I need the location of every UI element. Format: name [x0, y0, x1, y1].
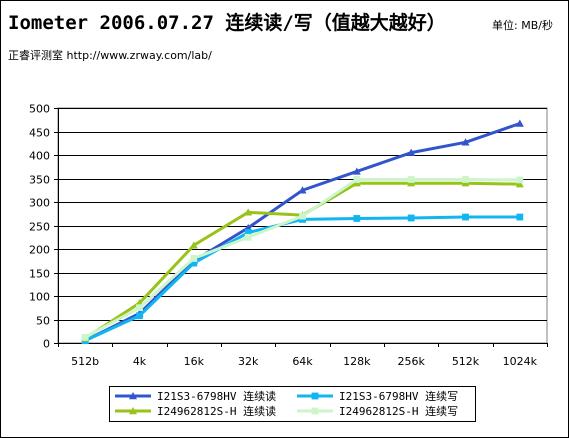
- x-tick-label: 128k: [343, 355, 371, 368]
- x-tick-label: 32k: [238, 355, 259, 368]
- data-point: [462, 176, 469, 183]
- x-tick-label: 16k: [184, 355, 205, 368]
- legend-marker: [311, 392, 319, 400]
- legend-label: I21S3-6798HV 连续写: [339, 389, 458, 403]
- data-point: [244, 229, 252, 236]
- legend-marker: [311, 407, 319, 415]
- y-tick-label: 200: [29, 244, 50, 257]
- data-point: [244, 208, 253, 216]
- y-tick-label: 50: [36, 315, 50, 328]
- data-point: [190, 259, 198, 267]
- data-point: [461, 138, 470, 146]
- y-tick-label: 250: [29, 221, 50, 234]
- data-point: [136, 304, 143, 312]
- x-tick-label: 1024k: [503, 355, 538, 368]
- y-tick-label: 150: [29, 268, 50, 281]
- legend-label: I24962812S-H 连续读: [157, 404, 276, 418]
- data-point: [81, 333, 89, 341]
- x-tick-label: 256k: [397, 355, 425, 368]
- data-point: [189, 241, 198, 249]
- data-point: [298, 186, 307, 194]
- legend-label: I24962812S-H 连续写: [339, 404, 458, 418]
- chart-title: Iometer 2006.07.27 连续读/写（值越大越好）: [8, 12, 446, 34]
- legend-label: I21S3-6798HV 连续读: [157, 389, 276, 403]
- y-tick-label: 300: [29, 197, 50, 210]
- data-point: [190, 255, 198, 262]
- y-tick-label: 450: [29, 127, 50, 140]
- data-point: [352, 167, 361, 175]
- x-tick-label: 512b: [71, 355, 99, 368]
- data-point: [407, 148, 416, 156]
- unit-label: 单位: MB/秒: [492, 19, 553, 32]
- data-point: [516, 176, 524, 184]
- legend-marker: [129, 392, 137, 400]
- y-tick-label: 100: [29, 291, 50, 304]
- data-point: [515, 180, 524, 188]
- y-tick-label: 500: [29, 103, 50, 116]
- legend-box: [109, 386, 476, 422]
- source-label: 正睿评测室 http://www.zrway.com/lab/: [8, 49, 212, 62]
- data-point: [407, 214, 415, 222]
- data-point: [516, 213, 524, 221]
- data-point: [353, 215, 361, 222]
- y-tick-label: 0: [43, 338, 50, 351]
- x-tick-label: 64k: [292, 355, 313, 368]
- legend-marker: [129, 407, 137, 415]
- data-point: [244, 233, 252, 241]
- data-point: [515, 119, 524, 127]
- x-tick-label: 512k: [452, 355, 480, 368]
- data-point: [407, 176, 415, 183]
- x-tick-label: 4k: [133, 355, 147, 368]
- data-point: [462, 213, 469, 221]
- data-point: [299, 212, 306, 220]
- data-point: [136, 312, 143, 320]
- y-tick-label: 400: [29, 150, 50, 163]
- data-point: [353, 176, 361, 183]
- y-tick-label: 350: [29, 174, 50, 187]
